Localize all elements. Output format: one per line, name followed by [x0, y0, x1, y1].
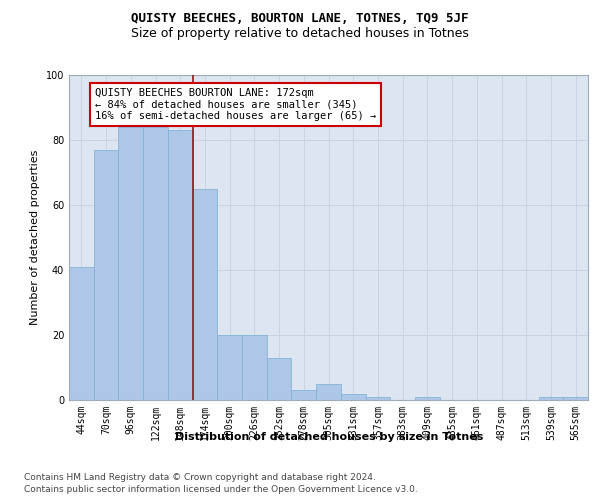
Y-axis label: Number of detached properties: Number of detached properties: [30, 150, 40, 325]
Text: Size of property relative to detached houses in Totnes: Size of property relative to detached ho…: [131, 28, 469, 40]
Bar: [341, 394, 365, 400]
Bar: [316, 384, 341, 400]
Bar: [365, 397, 390, 400]
Text: Contains HM Land Registry data © Crown copyright and database right 2024.: Contains HM Land Registry data © Crown c…: [24, 472, 376, 482]
Bar: [168, 130, 193, 400]
Bar: [267, 358, 292, 400]
Bar: [217, 335, 242, 400]
Bar: [539, 397, 563, 400]
Text: QUISTY BEECHES, BOURTON LANE, TOTNES, TQ9 5JF: QUISTY BEECHES, BOURTON LANE, TOTNES, TQ…: [131, 12, 469, 26]
Bar: [193, 188, 217, 400]
Text: QUISTY BEECHES BOURTON LANE: 172sqm
← 84% of detached houses are smaller (345)
1: QUISTY BEECHES BOURTON LANE: 172sqm ← 84…: [95, 88, 376, 121]
Bar: [69, 266, 94, 400]
Text: Contains public sector information licensed under the Open Government Licence v3: Contains public sector information licen…: [24, 485, 418, 494]
Bar: [292, 390, 316, 400]
Bar: [143, 127, 168, 400]
Bar: [94, 150, 118, 400]
Bar: [563, 397, 588, 400]
Bar: [118, 127, 143, 400]
Bar: [242, 335, 267, 400]
Text: Distribution of detached houses by size in Totnes: Distribution of detached houses by size …: [175, 432, 483, 442]
Bar: [415, 397, 440, 400]
